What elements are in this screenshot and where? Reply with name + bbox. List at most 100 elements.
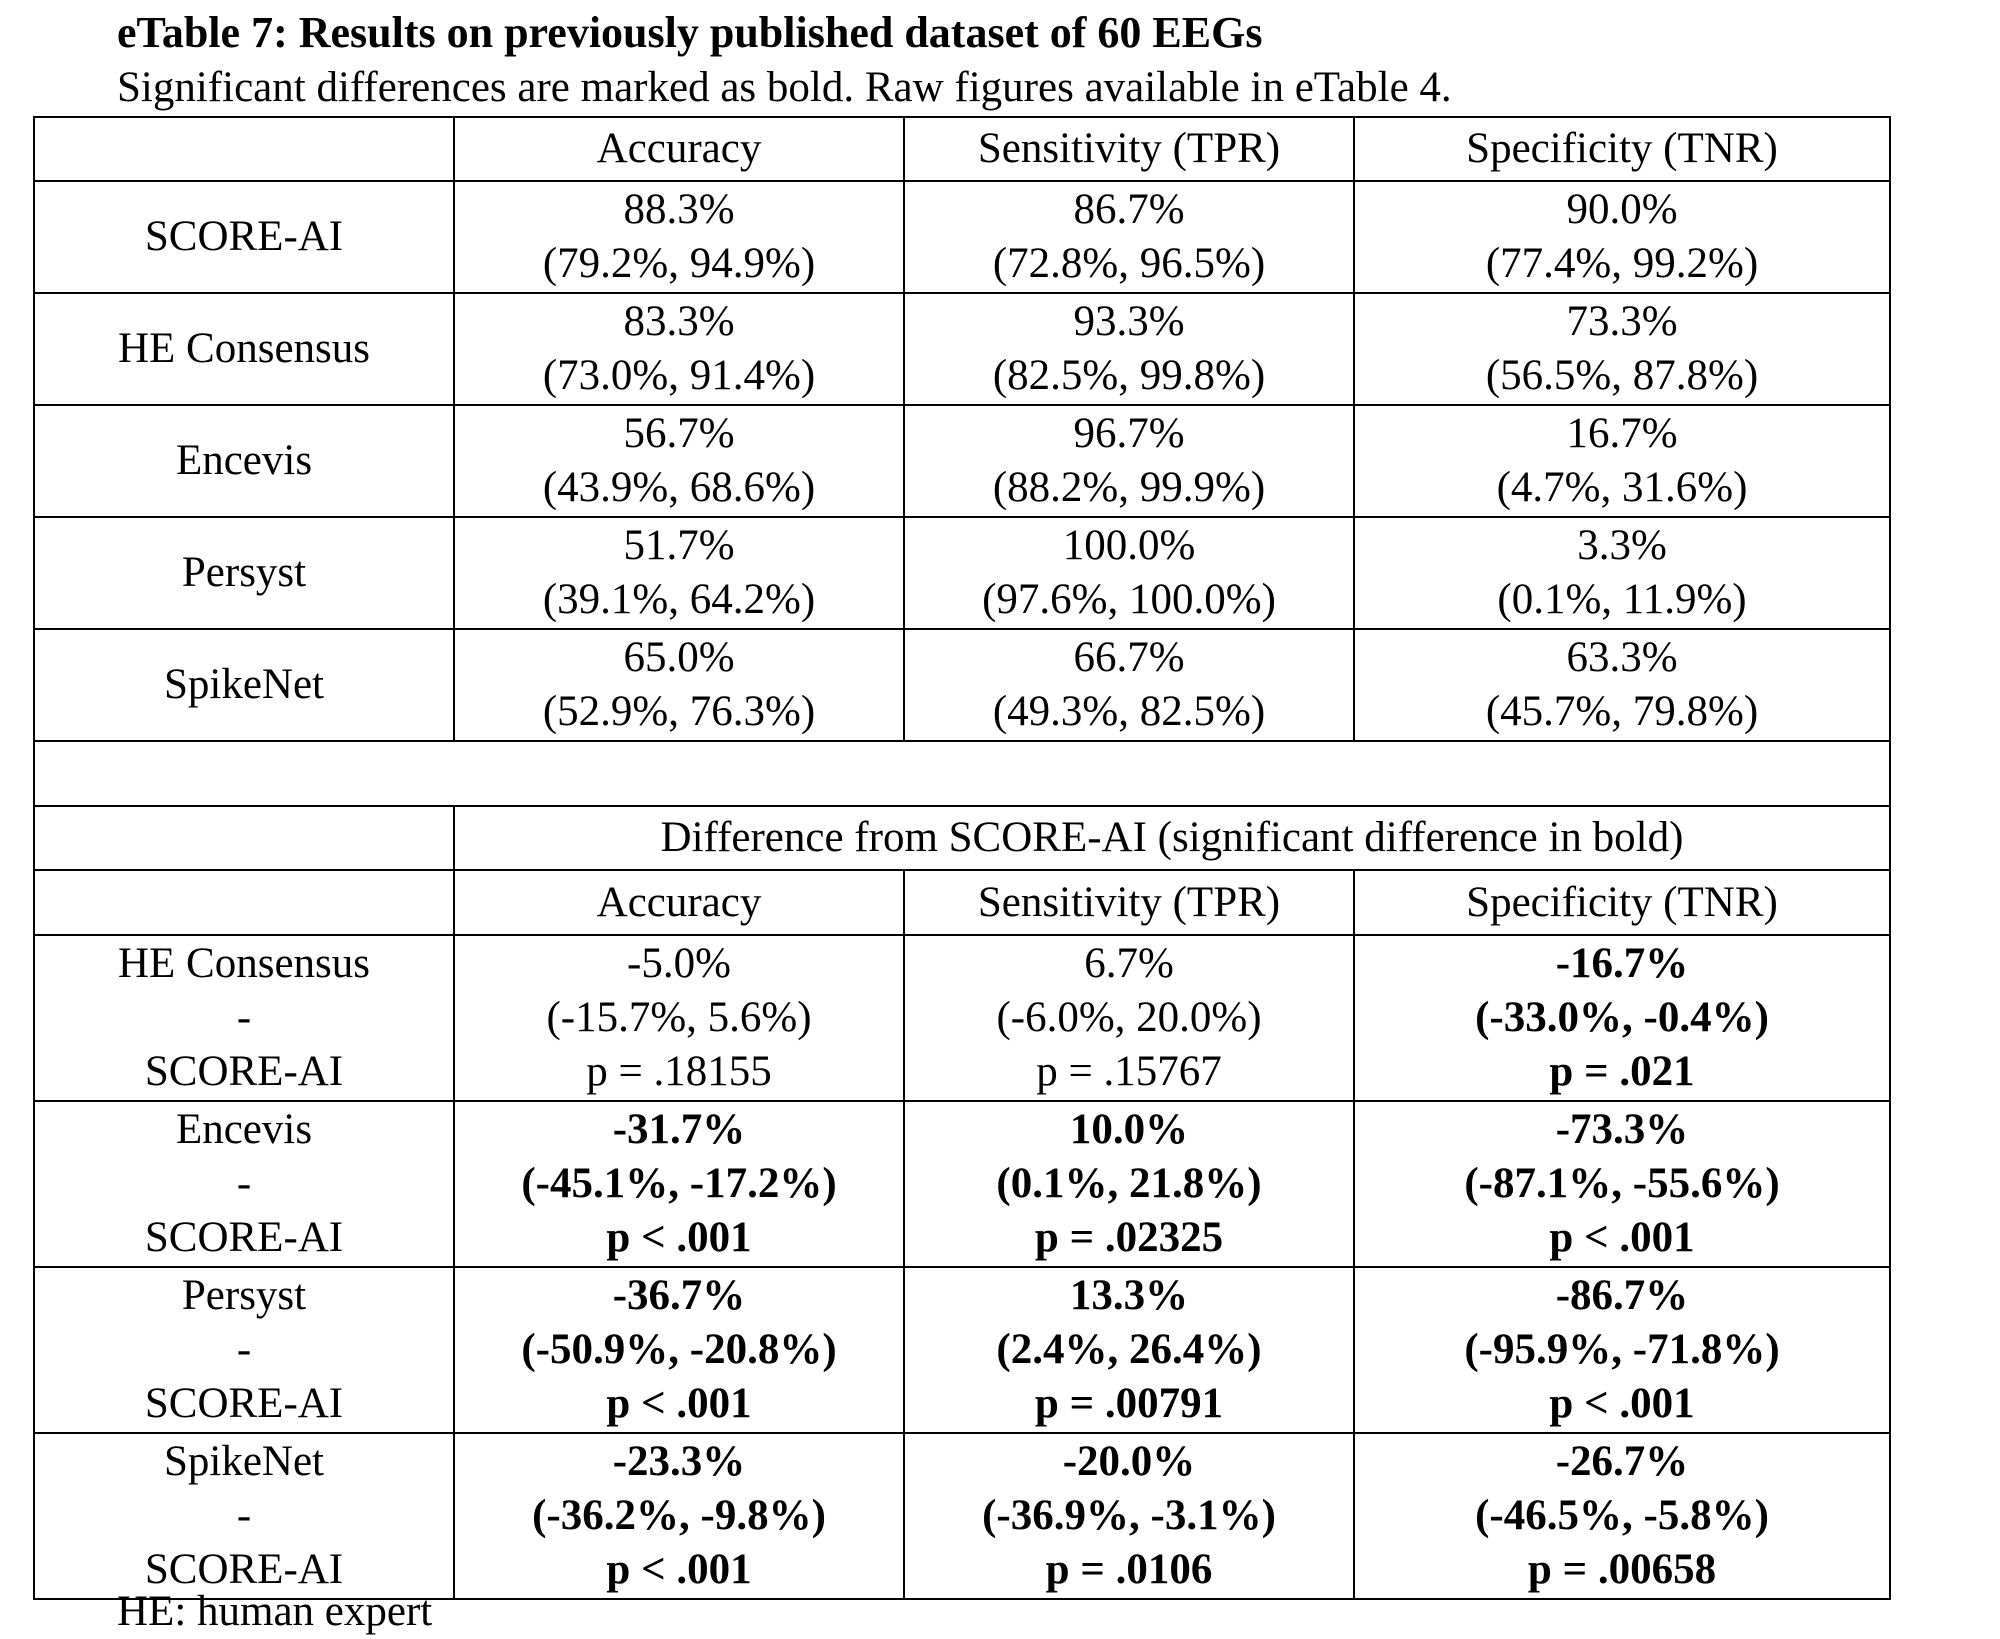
metric-value: 66.7% [1073,634,1185,681]
header-row: Accuracy Sensitivity (TPR) Specificity (… [33,116,1891,182]
table-row: Persyst 51.7% (39.1%, 64.2%) 100.0% (97.6%, … [33,516,1891,630]
confidence-interval: (79.2%, 94.9%) [542,240,816,287]
difference-title: Difference from SCORE-AI (significant di… [453,805,1891,871]
method-label: SCORE-AI [33,180,455,294]
difference-value: -26.7% [1555,1438,1689,1485]
reference-label: SCORE-AI [144,1546,344,1593]
result-cell: 16.7% (4.7%, 31.6%) [1353,404,1891,518]
results-table: Accuracy Sensitivity (TPR) Specificity (… [33,116,1891,1600]
difference-cell: 13.3% (2.4%, 26.4%) p = .00791 [903,1266,1355,1434]
result-cell: 88.3% (79.2%, 94.9%) [453,180,905,294]
table-row: HE Consensus - SCORE-AI -5.0% (-15.7%, 5.6%)… [33,934,1891,1102]
table-row: HE Consensus 83.3% (73.0%, 91.4%) 93.3% (82.… [33,292,1891,406]
table-title: eTable 7: Results on previously publishe… [117,8,1263,57]
confidence-interval: (-36.9%, -3.1%) [982,1492,1276,1539]
p-value: p < .001 [606,1380,752,1427]
confidence-interval: (4.7%, 31.6%) [1496,464,1748,511]
metric-value: 56.7% [623,410,735,457]
confidence-interval: (43.9%, 68.6%) [542,464,816,511]
confidence-interval: (73.0%, 91.4%) [542,352,816,399]
confidence-interval: (72.8%, 96.5%) [992,240,1266,287]
difference-value: 10.0% [1069,1106,1189,1153]
comparison-label: Persyst - SCORE-AI [33,1266,455,1434]
method-label: Persyst [33,516,455,630]
confidence-interval: (0.1%, 21.8%) [996,1160,1262,1207]
difference-value: -5.0% [627,940,731,987]
method-label: Persyst [181,1272,307,1319]
result-cell: 63.3% (45.7%, 79.8%) [1353,628,1891,742]
p-value: p = .0106 [1045,1546,1213,1593]
table-row: SpikeNet - SCORE-AI -23.3% (-36.2%, -9.8%) p … [33,1432,1891,1600]
difference-value: 13.3% [1069,1272,1189,1319]
difference-value: -86.7% [1555,1272,1689,1319]
comparison-label: HE Consensus - SCORE-AI [33,934,455,1102]
comparison-label: SpikeNet - SCORE-AI [33,1432,455,1600]
difference-cell: -73.3% (-87.1%, -55.6%) p < .001 [1353,1100,1891,1268]
table-row: Encevis - SCORE-AI -31.7% (-45.1%, -17.2%) p … [33,1100,1891,1268]
difference-cell: -86.7% (-95.9%, -71.8%) p < .001 [1353,1266,1891,1434]
table-row: Persyst - SCORE-AI -36.7% (-50.9%, -20.8%) p … [33,1266,1891,1434]
metric-value: 96.7% [1073,410,1185,457]
table-subtitle: Significant differences are marked as bo… [117,64,1452,111]
metric-value: 83.3% [623,298,735,345]
table-row: SpikeNet 65.0% (52.9%, 76.3%) 66.7% (49.3%, … [33,628,1891,742]
confidence-interval: (-33.0%, -0.4%) [1475,994,1769,1041]
minus-sign: - [236,1492,252,1539]
confidence-interval: (-45.1%, -17.2%) [521,1160,837,1207]
method-label: Encevis [33,404,455,518]
column-header-sensitivity: Sensitivity (TPR) [903,116,1355,182]
method-label: HE Consensus [117,940,371,987]
spacer-row [33,740,1891,807]
metric-value: 16.7% [1566,410,1678,457]
confidence-interval: (-87.1%, -55.6%) [1464,1160,1780,1207]
p-value: p = .00791 [1034,1380,1224,1427]
confidence-interval: (77.4%, 99.2%) [1485,240,1759,287]
method-label: SpikeNet [33,628,455,742]
difference-cell: -5.0% (-15.7%, 5.6%) p = .18155 [453,934,905,1102]
difference-value: -36.7% [612,1272,746,1319]
method-label: HE Consensus [33,292,455,406]
result-cell: 66.7% (49.3%, 82.5%) [903,628,1355,742]
result-cell: 65.0% (52.9%, 76.3%) [453,628,905,742]
column-header-accuracy: Accuracy [453,869,905,936]
blank-cell [33,869,455,936]
difference-cell: -26.7% (-46.5%, -5.8%) p = .00658 [1353,1432,1891,1600]
p-value: p < .001 [1549,1380,1695,1427]
confidence-interval: (-6.0%, 20.0%) [996,994,1262,1041]
p-value: p < .001 [606,1546,752,1593]
footnote: HE: human expert [117,1588,433,1635]
confidence-interval: (45.7%, 79.8%) [1485,688,1759,735]
column-header-sensitivity: Sensitivity (TPR) [903,869,1355,936]
result-cell: 51.7% (39.1%, 64.2%) [453,516,905,630]
difference-cell: -20.0% (-36.9%, -3.1%) p = .0106 [903,1432,1355,1600]
metric-value: 90.0% [1566,186,1678,233]
result-cell: 90.0% (77.4%, 99.2%) [1353,180,1891,294]
confidence-interval: (-50.9%, -20.8%) [521,1326,837,1373]
difference-cell: -16.7% (-33.0%, -0.4%) p = .021 [1353,934,1891,1102]
difference-cell: -23.3% (-36.2%, -9.8%) p < .001 [453,1432,905,1600]
difference-cell: 6.7% (-6.0%, 20.0%) p = .15767 [903,934,1355,1102]
confidence-interval: (56.5%, 87.8%) [1485,352,1759,399]
difference-header-row: Accuracy Sensitivity (TPR) Specificity (TN… [33,869,1891,936]
difference-value: -23.3% [612,1438,746,1485]
metric-value: 88.3% [623,186,735,233]
result-cell: 83.3% (73.0%, 91.4%) [453,292,905,406]
table-row: SCORE-AI 88.3% (79.2%, 94.9%) 86.7% (72.8%, … [33,180,1891,294]
comparison-label: Encevis - SCORE-AI [33,1100,455,1268]
p-value: p < .001 [606,1214,752,1261]
result-cell: 86.7% (72.8%, 96.5%) [903,180,1355,294]
difference-value: 6.7% [1084,940,1174,987]
result-cell: 100.0% (97.6%, 100.0%) [903,516,1355,630]
confidence-interval: (-95.9%, -71.8%) [1464,1326,1780,1373]
result-cell: 73.3% (56.5%, 87.8%) [1353,292,1891,406]
difference-value: -31.7% [612,1106,746,1153]
confidence-interval: (-46.5%, -5.8%) [1475,1492,1769,1539]
metric-value: 3.3% [1577,522,1667,569]
result-cell: 56.7% (43.9%, 68.6%) [453,404,905,518]
method-label: Encevis [175,1106,313,1153]
metric-value: 73.3% [1566,298,1678,345]
result-cell: 96.7% (88.2%, 99.9%) [903,404,1355,518]
reference-label: SCORE-AI [144,1214,344,1261]
confidence-interval: (0.1%, 11.9%) [1497,576,1747,623]
confidence-interval: (52.9%, 76.3%) [542,688,816,735]
